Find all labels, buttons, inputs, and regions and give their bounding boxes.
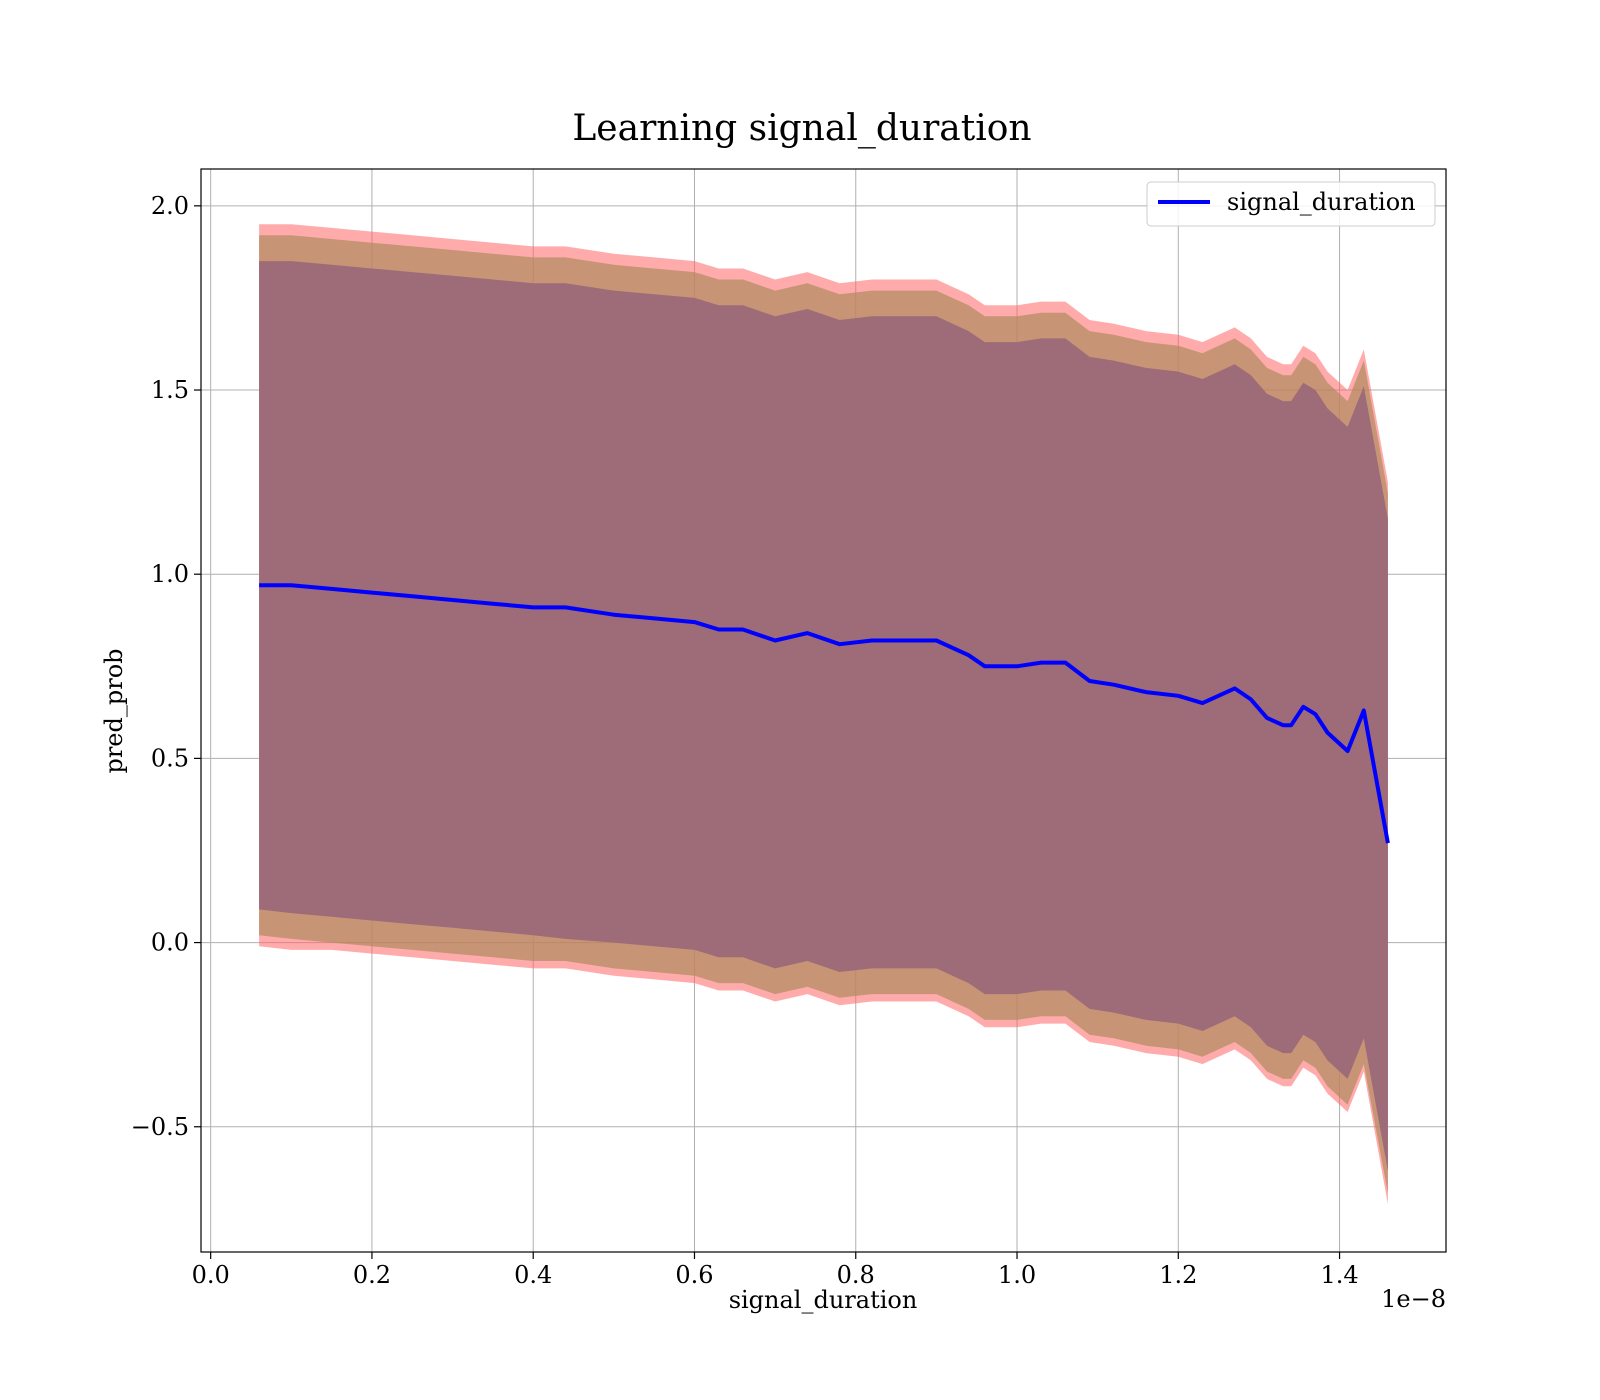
confidence-band-3: [259, 261, 1388, 1172]
bands-layer: [259, 224, 1388, 1205]
legend: signal_duration: [1146, 181, 1436, 227]
x-tick-label: 1.4: [1320, 1261, 1358, 1289]
legend-box: [1146, 181, 1436, 227]
x-tick-label: 0.4: [514, 1261, 552, 1289]
x-tick-label: 0.8: [837, 1261, 875, 1289]
y-ticks: −0.5 0.0 0.5 1.0 1.5 2.0: [131, 192, 201, 1141]
x-axis-label: signal_duration: [729, 1286, 918, 1314]
y-tick-label: 1.5: [151, 376, 189, 404]
x-tick-label: 1.0: [998, 1261, 1036, 1289]
y-tick-label: 2.0: [151, 192, 189, 220]
y-tick-label: −0.5: [131, 1113, 189, 1141]
x-tick-label: 0.2: [353, 1261, 391, 1289]
y-tick-label: 0.5: [151, 744, 189, 772]
x-tick-label: 1.2: [1159, 1261, 1197, 1289]
y-tick-label: 0.0: [151, 929, 189, 957]
plot-frame: [200, 168, 1447, 1253]
series-layer: [259, 583, 1390, 844]
x-tick-label: 0.0: [192, 1261, 230, 1289]
y-axis-label: pred_prob: [100, 648, 128, 773]
x-ticks: 0.0 0.2 0.4 0.6 0.8 1.0 1.2 1.4: [192, 1252, 1359, 1289]
x-axis-offset-label: 1e−8: [1381, 1285, 1446, 1313]
series-line-signal-duration: [259, 583, 1390, 844]
y-tick-label: 1.0: [151, 560, 189, 588]
legend-label-signal-duration: signal_duration: [1227, 188, 1416, 216]
chart-title: Learning signal_duration: [572, 108, 1031, 149]
x-tick-label: 0.6: [675, 1261, 713, 1289]
